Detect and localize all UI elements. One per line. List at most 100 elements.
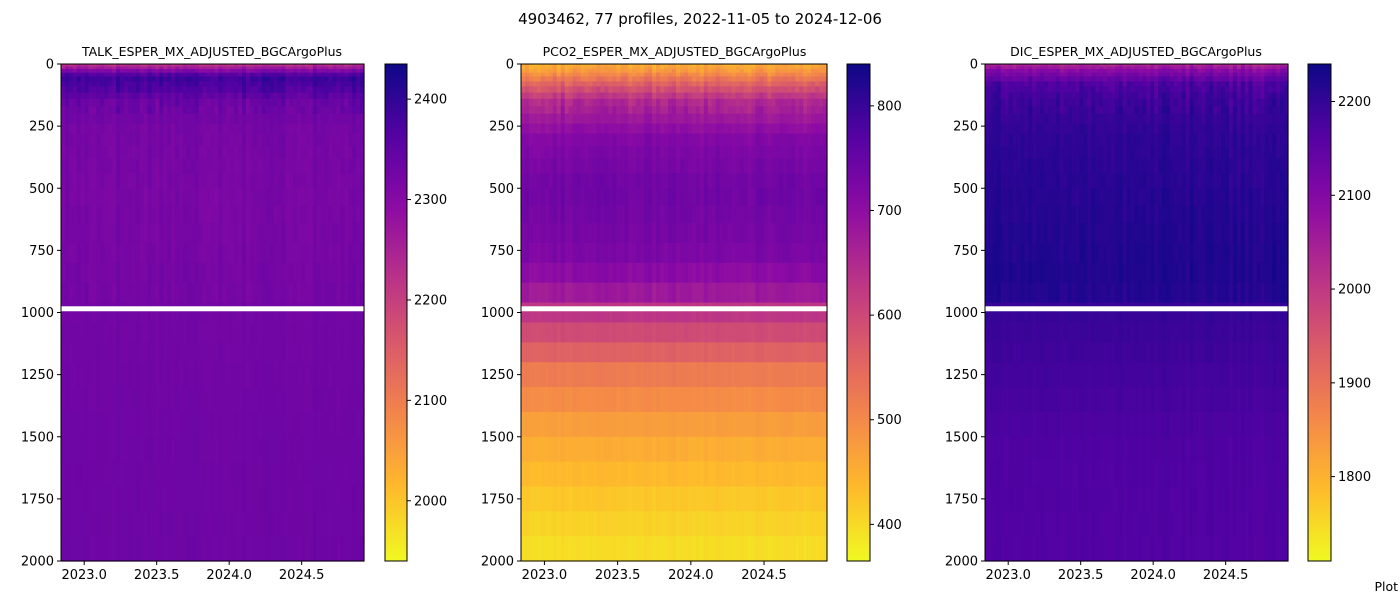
y-tick-label: 750: [29, 244, 54, 259]
heatmap-cell: [699, 536, 705, 562]
heatmap-cell: [568, 133, 574, 147]
heatmap-cell: [727, 536, 733, 562]
heatmap-cell: [747, 342, 753, 363]
heatmap-cell: [727, 387, 733, 413]
heatmap-cell: [779, 76, 784, 82]
heatmap-cell: [664, 68, 669, 74]
heatmap-cell: [163, 282, 168, 304]
heatmap-cell: [269, 106, 275, 115]
heatmap-cell: [297, 486, 302, 512]
heatmap-cell: [179, 106, 184, 115]
heatmap-cell: [795, 92, 800, 100]
heatmap-cell: [763, 242, 768, 264]
heatmap-cell: [743, 205, 749, 224]
heatmap-cell: [163, 106, 168, 115]
heatmap-cell: [556, 511, 562, 537]
heatmap-cell: [312, 158, 318, 174]
heatmap-cell: [245, 205, 251, 224]
heatmap-cell: [304, 64, 310, 68]
heatmap-cell: [336, 86, 341, 94]
heatmap-cell: [92, 205, 98, 224]
heatmap-cell: [632, 113, 637, 125]
heatmap-cell: [640, 486, 645, 512]
heatmap-cell: [269, 461, 275, 488]
heatmap-cell: [711, 411, 717, 438]
heatmap-cell: [88, 302, 94, 324]
heatmap-cell: [131, 158, 137, 174]
heatmap-cell: [524, 362, 530, 388]
heatmap-cell: [532, 68, 538, 74]
heatmap-cell: [281, 98, 286, 107]
heatmap-cell: [743, 106, 749, 115]
heatmap-cell: [139, 188, 145, 207]
heatmap-cell: [640, 282, 645, 304]
heatmap-cell: [580, 262, 586, 284]
heatmap-cell: [783, 98, 788, 107]
heatmap-cell: [336, 362, 341, 388]
heatmap-cell: [735, 223, 741, 244]
heatmap-cell: [163, 81, 168, 87]
heatmap-cell: [293, 68, 298, 74]
heatmap-cell: [652, 436, 657, 463]
heatmap-cell: [131, 173, 137, 189]
heatmap-cell: [727, 66, 733, 70]
heatmap-cell: [799, 461, 804, 488]
heatmap-cell: [695, 86, 701, 94]
heatmap-cell: [245, 342, 251, 363]
heatmap-cell: [210, 113, 216, 125]
heatmap-cell: [675, 282, 681, 304]
heatmap-cell: [360, 92, 365, 100]
heatmap-cell: [297, 158, 302, 174]
heatmap-cell: [544, 302, 550, 324]
heatmap-cell: [556, 81, 562, 87]
heatmap-cell: [592, 436, 598, 463]
heatmap-cell: [72, 486, 78, 512]
heatmap-cell: [791, 146, 796, 160]
heatmap-cell: [226, 282, 231, 304]
heatmap-cell: [92, 262, 98, 284]
heatmap-cell: [664, 72, 669, 78]
heatmap-cell: [242, 173, 247, 189]
heatmap-cell: [64, 106, 70, 115]
heatmap-cell: [763, 86, 768, 94]
heatmap-cell: [167, 461, 172, 488]
heatmap-cell: [568, 68, 574, 74]
heatmap-cell: [182, 68, 188, 74]
heatmap-cell: [751, 223, 757, 244]
heatmap-cell: [679, 146, 685, 160]
heatmap-cell: [218, 461, 223, 488]
heatmap-cell: [214, 461, 220, 488]
heatmap-cell: [249, 86, 255, 94]
heatmap-cell: [76, 411, 82, 438]
heatmap-cell: [763, 113, 768, 125]
heatmap-cell: [312, 282, 318, 304]
heatmap-cell: [147, 486, 153, 512]
heatmap-cell: [194, 262, 200, 284]
heatmap-cell: [116, 486, 121, 512]
heatmap-cell: [743, 72, 749, 78]
heatmap-cell: [68, 436, 74, 463]
heatmap-cell: [628, 133, 633, 147]
heatmap-cell: [612, 133, 617, 147]
heatmap-cell: [727, 76, 733, 82]
heatmap-cell: [632, 133, 637, 147]
heatmap-cell: [182, 123, 188, 135]
heatmap-cell: [190, 146, 196, 160]
heatmap-cell: [100, 146, 105, 160]
heatmap-cell: [356, 461, 361, 488]
heatmap-cell: [340, 205, 345, 224]
heatmap-cell: [532, 242, 538, 264]
heatmap-cell: [687, 98, 693, 107]
heatmap-cell: [344, 92, 349, 100]
heatmap-cell: [723, 76, 729, 82]
heatmap-cell: [648, 133, 653, 147]
heatmap-cell: [556, 76, 562, 82]
heatmap-cell: [767, 322, 772, 343]
heatmap-cell: [182, 113, 188, 125]
heatmap-cell: [68, 262, 74, 284]
heatmap-cell: [660, 322, 665, 343]
heatmap-cell: [135, 113, 141, 125]
heatmap-cell: [556, 223, 562, 244]
heatmap-cell: [803, 411, 808, 438]
heatmap-cell: [245, 511, 251, 537]
